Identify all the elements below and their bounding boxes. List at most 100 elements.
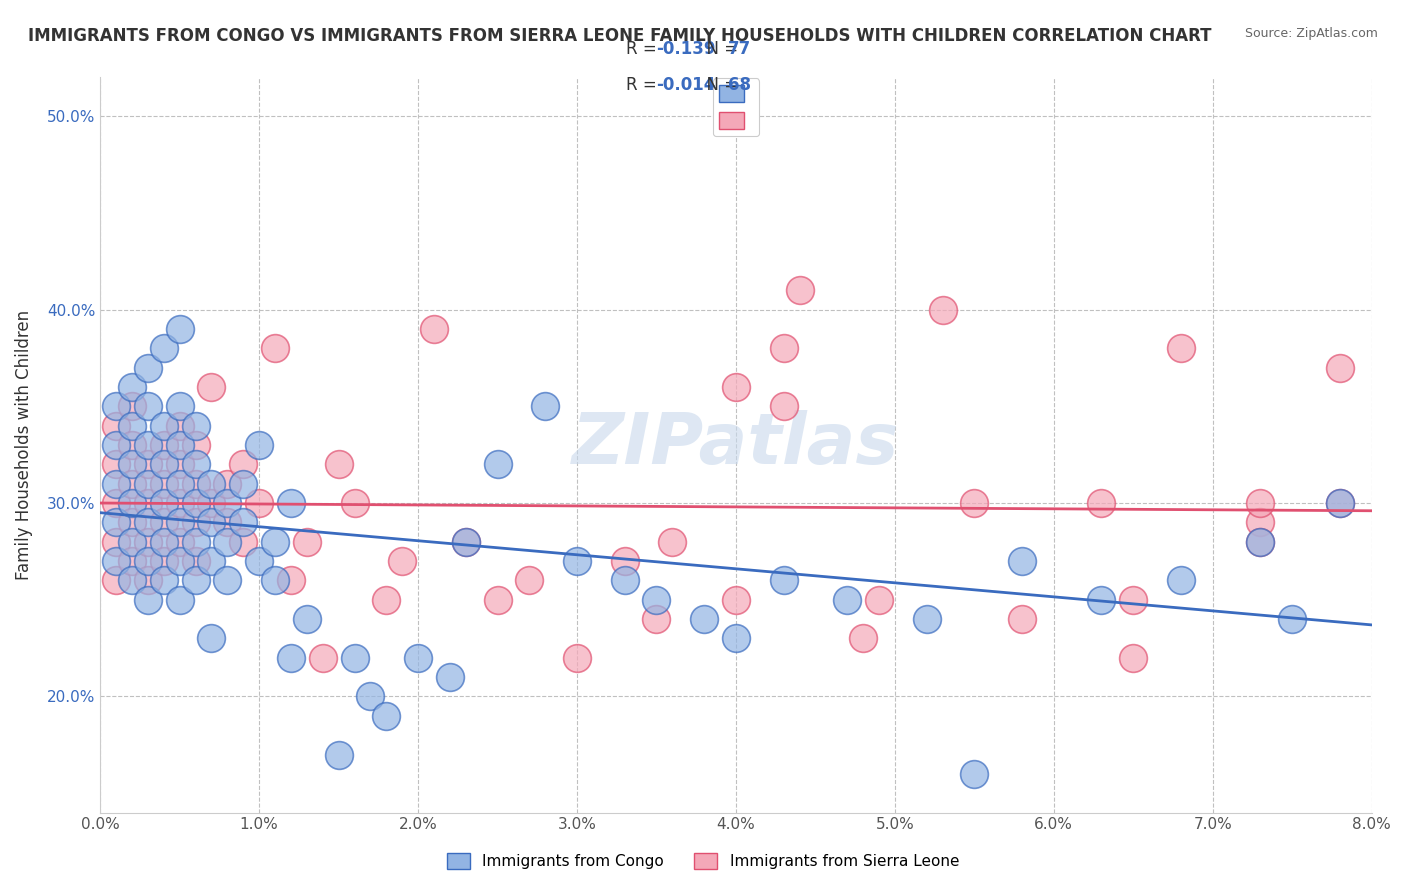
Point [328, 747, 350, 762]
Text: 77: 77 [728, 40, 752, 58]
Point [295, 534, 318, 549]
Point [136, 458, 159, 472]
Legend: , : , [713, 78, 759, 136]
Point [169, 516, 191, 530]
Point [136, 399, 159, 413]
Point [232, 458, 254, 472]
Point [169, 496, 191, 510]
Point [184, 496, 207, 510]
Point [169, 554, 191, 568]
Point [1011, 612, 1033, 626]
Point [217, 534, 239, 549]
Point [105, 418, 128, 433]
Point [200, 632, 222, 646]
Text: ZIPatlas: ZIPatlas [572, 410, 900, 480]
Point [454, 534, 477, 549]
Point [645, 592, 668, 607]
Point [486, 458, 509, 472]
Point [1329, 496, 1351, 510]
Text: 68: 68 [728, 76, 751, 94]
Text: N =: N = [696, 40, 744, 58]
Point [153, 418, 176, 433]
Point [772, 399, 794, 413]
Point [121, 380, 143, 394]
Point [153, 554, 176, 568]
Point [121, 496, 143, 510]
Point [439, 670, 461, 684]
Point [1170, 341, 1192, 355]
Point [1249, 534, 1271, 549]
Text: -0.014: -0.014 [657, 76, 716, 94]
Point [184, 438, 207, 452]
Point [121, 476, 143, 491]
Text: Source: ZipAtlas.com: Source: ZipAtlas.com [1244, 27, 1378, 40]
Point [565, 554, 588, 568]
Point [1090, 496, 1112, 510]
Point [121, 574, 143, 588]
Point [724, 380, 747, 394]
Point [724, 592, 747, 607]
Point [391, 554, 413, 568]
Point [121, 534, 143, 549]
Point [136, 476, 159, 491]
Point [486, 592, 509, 607]
Point [661, 534, 683, 549]
Text: IMMIGRANTS FROM CONGO VS IMMIGRANTS FROM SIERRA LEONE FAMILY HOUSEHOLDS WITH CHI: IMMIGRANTS FROM CONGO VS IMMIGRANTS FROM… [28, 27, 1212, 45]
Point [1122, 592, 1144, 607]
Point [423, 322, 446, 336]
Point [136, 592, 159, 607]
Point [184, 418, 207, 433]
Point [343, 650, 366, 665]
Point [772, 574, 794, 588]
Point [280, 650, 302, 665]
Point [136, 554, 159, 568]
Point [693, 612, 716, 626]
Point [1249, 496, 1271, 510]
Point [312, 650, 335, 665]
Point [343, 496, 366, 510]
Point [789, 283, 811, 297]
Point [136, 438, 159, 452]
Point [931, 302, 953, 317]
Point [613, 554, 636, 568]
Point [136, 534, 159, 549]
Point [264, 574, 287, 588]
Point [328, 458, 350, 472]
Point [454, 534, 477, 549]
Point [121, 418, 143, 433]
Point [121, 458, 143, 472]
Point [169, 534, 191, 549]
Point [217, 476, 239, 491]
Point [153, 574, 176, 588]
Point [868, 592, 890, 607]
Point [153, 341, 176, 355]
Text: R =: R = [626, 76, 662, 94]
Point [200, 516, 222, 530]
Point [232, 516, 254, 530]
Point [105, 458, 128, 472]
Point [406, 650, 429, 665]
Point [200, 496, 222, 510]
Text: -0.139: -0.139 [657, 40, 716, 58]
Point [534, 399, 557, 413]
Point [613, 574, 636, 588]
Point [232, 476, 254, 491]
Point [105, 574, 128, 588]
Point [169, 476, 191, 491]
Point [517, 574, 540, 588]
Point [105, 399, 128, 413]
Point [105, 476, 128, 491]
Point [280, 574, 302, 588]
Text: R =: R = [626, 40, 662, 58]
Point [247, 496, 270, 510]
Point [105, 496, 128, 510]
Point [169, 438, 191, 452]
Point [169, 418, 191, 433]
Point [1122, 650, 1144, 665]
Point [837, 592, 859, 607]
Point [121, 516, 143, 530]
Point [264, 341, 287, 355]
Point [359, 690, 381, 704]
Point [852, 632, 875, 646]
Point [1281, 612, 1303, 626]
